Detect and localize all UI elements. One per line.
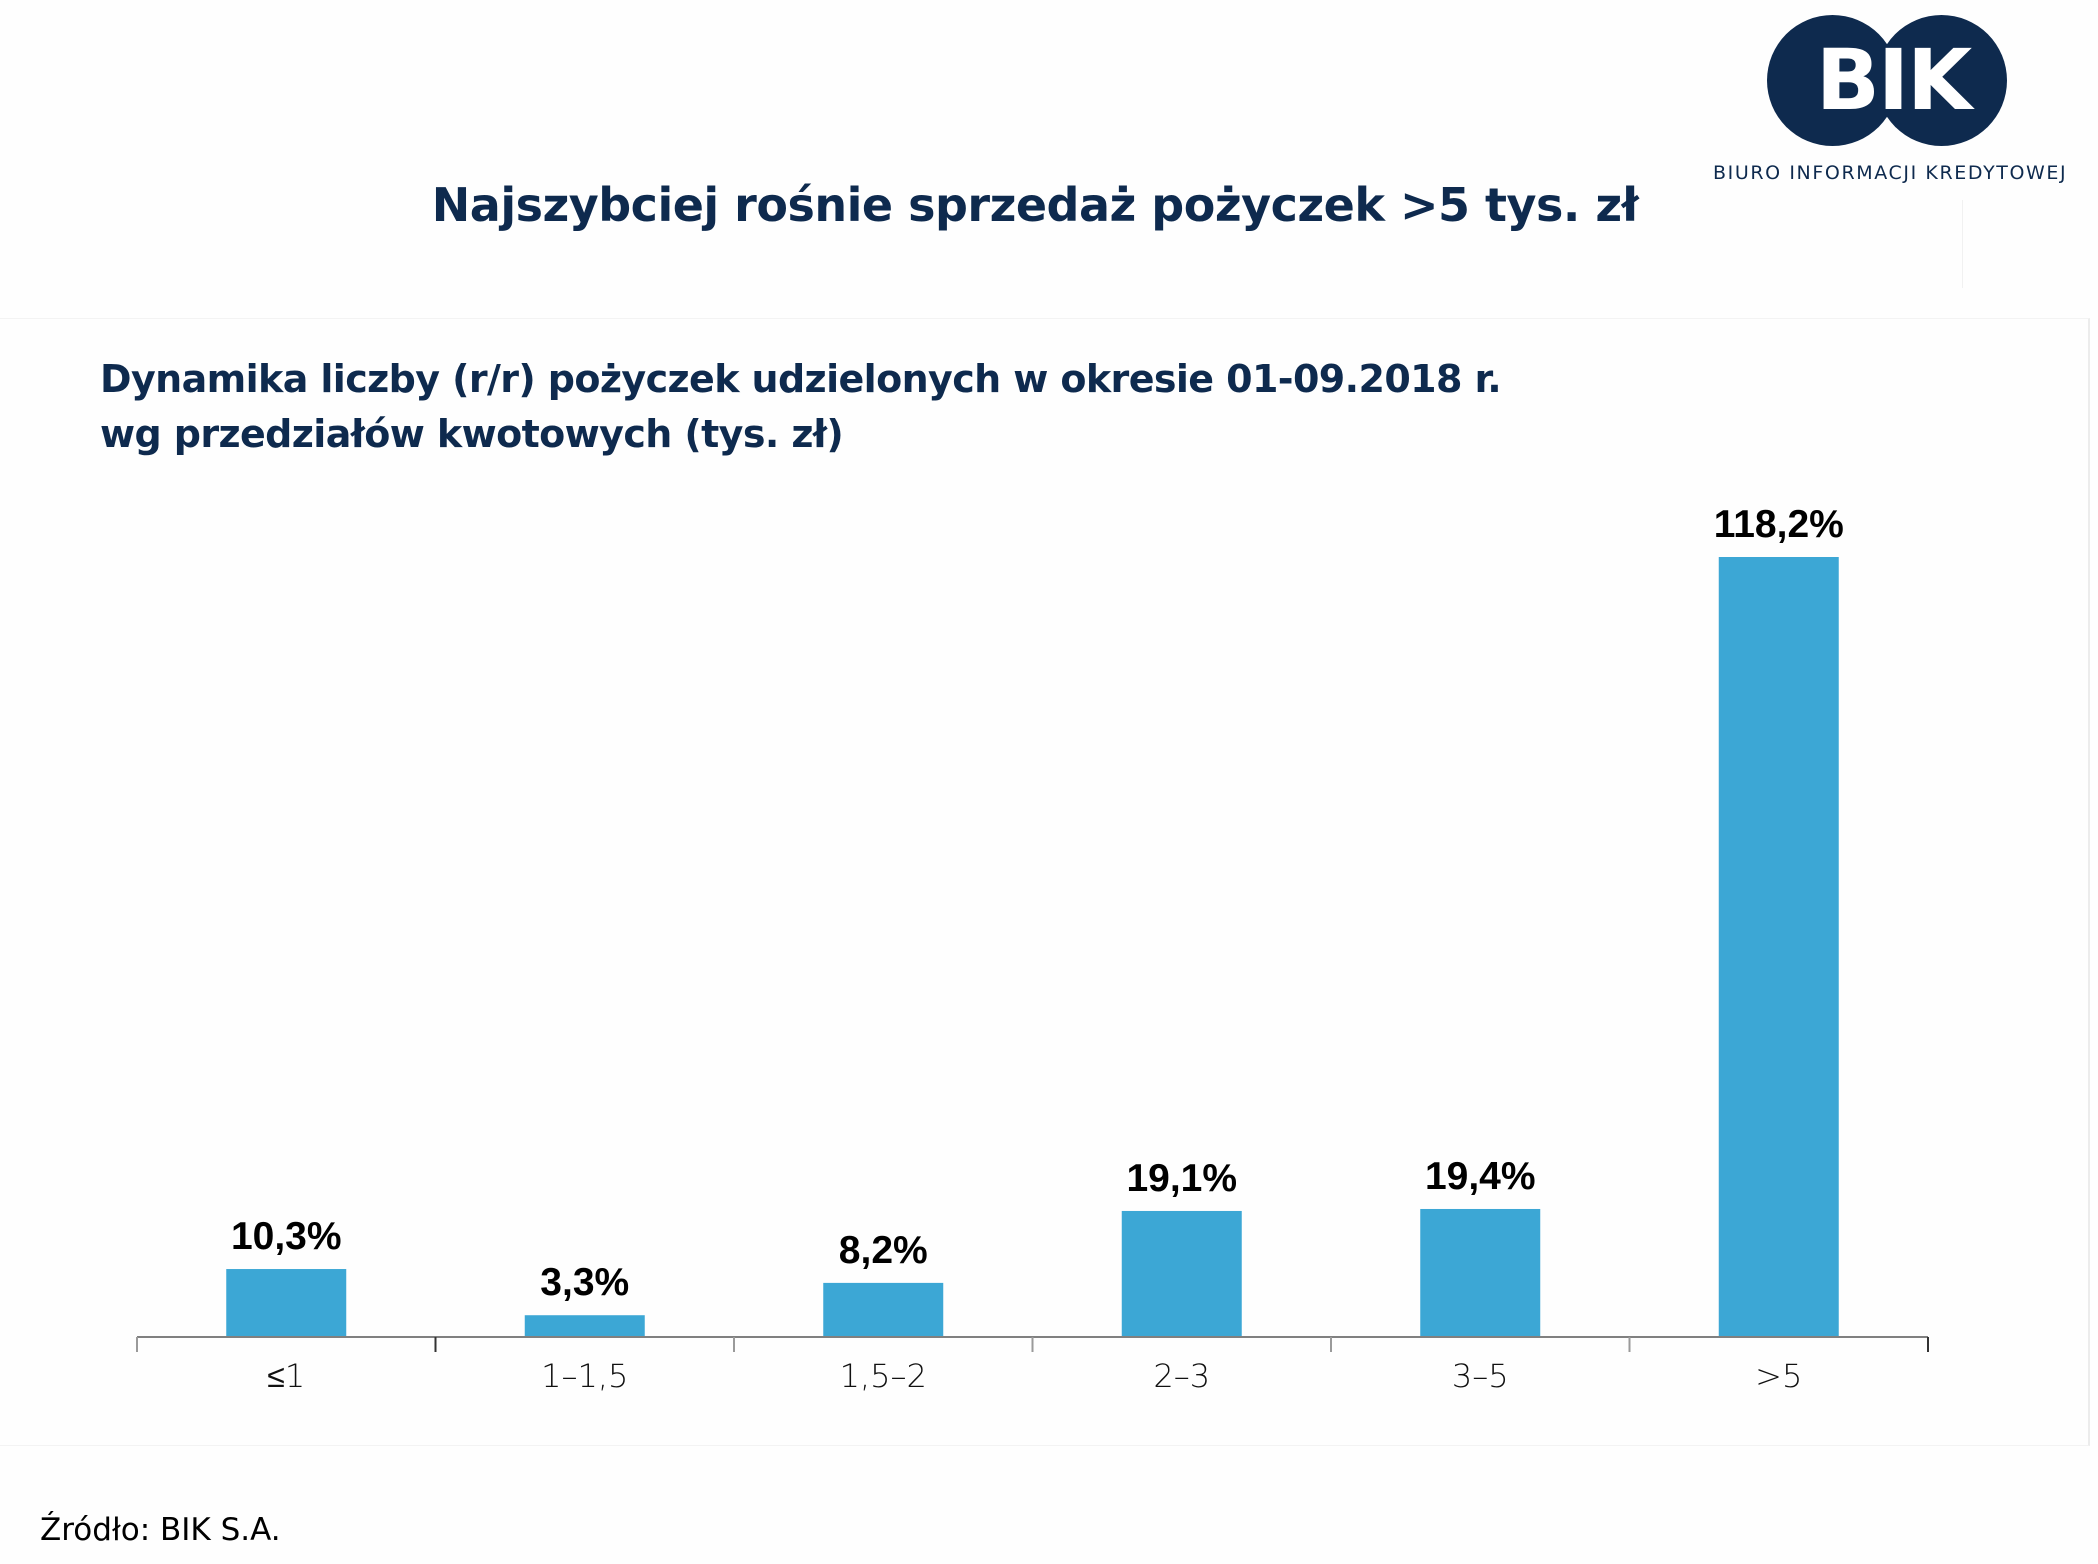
category-label-4: 3–5 [1452,1357,1509,1395]
bar-0 [226,1269,347,1337]
chart-subtitle: wg przedziałów kwotowych (tys. zł) [100,412,844,456]
logo-text: BIK [1815,31,1972,129]
data-label-3: 19,1% [1126,1157,1237,1200]
bar-3 [1121,1210,1242,1337]
bars-group [226,557,1839,1337]
logo-circles-icon [1767,15,2007,147]
data-label-1: 3,3% [540,1261,629,1304]
page-title: Najszybciej rośnie sprzedaż pożyczek >5 … [431,178,1639,232]
data-label-0: 10,3% [231,1215,342,1258]
category-label-2: 1,5–2 [840,1357,927,1395]
bar-2 [823,1282,944,1337]
logo-circle-right [1876,15,2007,146]
x-axis [136,1336,1929,1352]
labels-group: 10,3% ≤1 3,3% 1–1,5 8,2% 1,5–2 19,1% 2–3 19,4% 3–… [231,503,1844,1395]
category-label-5: >5 [1755,1357,1802,1395]
bik-logo: BIK BIURO INFORMACJI KREDYTOWEJ [1700,0,2098,200]
divider [1962,200,1963,288]
logo-tagline: BIURO INFORMACJI KREDYTOWEJ [1713,162,2068,184]
data-label-5: 118,2% [1714,503,1844,546]
chart-title-block: Dynamika liczby (r/r) pożyczek udzielony… [100,352,1502,462]
bar-4 [1420,1208,1541,1337]
bar-5 [1718,557,1839,1337]
bar-1 [524,1315,645,1337]
category-label-1: 1–1,5 [541,1357,628,1395]
data-label-2: 8,2% [839,1229,928,1272]
data-label-4: 19,4% [1425,1155,1536,1198]
category-label-0: ≤1 [267,1357,305,1395]
category-label-3: 2–3 [1153,1357,1210,1395]
source-note: Źródło: BIK S.A. [40,1512,281,1548]
chart-panel [0,318,2090,1446]
chart-title: Dynamika liczby (r/r) pożyczek udzielony… [100,357,1502,401]
